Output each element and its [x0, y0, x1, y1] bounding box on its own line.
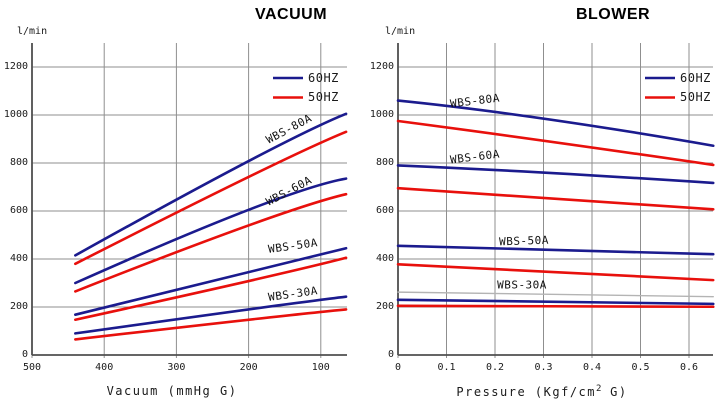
vacuum-curve-wbs-30a-50hz: [74, 308, 348, 341]
vacuum-curve-wbs-50a-50hz: [74, 256, 348, 322]
blower-curve-unlabeled-faint-line: [397, 291, 714, 298]
vacuum-x-tick-label: 200: [239, 362, 258, 373]
vacuum-curve-wbs-30a-60hz: [74, 295, 348, 335]
vacuum-chart-title: VACUUM: [254, 6, 328, 23]
blower-curve-wbs-60a-50hz: [396, 186, 715, 211]
blower-chart-title: BLOWER: [575, 6, 651, 23]
blower-y-tick-label: 200: [375, 301, 394, 312]
blower-y-tick-label: 1200: [369, 61, 394, 72]
vacuum-curve-wbs-80a-60hz: [74, 112, 348, 257]
vacuum-x-tick-label: 300: [167, 362, 186, 373]
vacuum-y-tick-label: 400: [9, 253, 28, 264]
blower-curve-wbs-30a-50hz: [396, 304, 715, 309]
vacuum-x-axis-caption: Vacuum (mmHg G): [106, 384, 238, 398]
blower-y-tick-label: 400: [375, 253, 394, 264]
vacuum-legend-label-60hz: 60HZ: [308, 71, 339, 85]
blower-curve-wbs-80a-50hz: [396, 119, 715, 167]
blower-curve-label-wbs-50a: WBS-50A: [498, 233, 550, 249]
vacuum-curve-wbs-60a-60hz: [74, 177, 348, 285]
blower-x-axis-caption: Pressure (Kgf/cm2 G): [456, 384, 628, 399]
blower-legend-label-60hz: 60HZ: [680, 71, 711, 85]
vacuum-legend-label-50hz: 50HZ: [308, 90, 339, 104]
vacuum-y-tick-label: 600: [9, 205, 28, 216]
vacuum-y-tick-label: 800: [9, 157, 28, 168]
vacuum-y-tick-label: 0: [21, 349, 28, 360]
vacuum-x-tick-label: 100: [311, 362, 330, 373]
blower-curve-wbs-80a-60hz: [396, 99, 715, 148]
vacuum-curve-wbs-60a-50hz: [74, 192, 348, 293]
blower-curve-wbs-60a-60hz: [396, 164, 715, 185]
blower-x-tick-label: 0.1: [437, 362, 456, 373]
vacuum-x-tick-label: 500: [22, 362, 42, 373]
vacuum-x-tick-label: 400: [95, 362, 114, 373]
blower-curve-wbs-50a-50hz: [396, 262, 715, 282]
blower-x-tick-label: 0.4: [582, 362, 602, 373]
blower-x-tick-label: 0.3: [534, 362, 553, 373]
blower-x-tick-label: 0.6: [679, 362, 699, 373]
blower-y-tick-label: 1000: [369, 109, 394, 120]
blower-y-tick-label: 0: [387, 349, 394, 360]
vacuum-curve-wbs-50a-60hz: [74, 246, 348, 316]
blower-legend-label-50hz: 50HZ: [680, 90, 711, 104]
vacuum-curve-wbs-80a-50hz: [74, 130, 348, 266]
vacuum-y-tick-label: 200: [9, 301, 28, 312]
blower-x-tick-label: 0: [394, 362, 402, 373]
blower-curve-wbs-50a-60hz: [396, 244, 715, 256]
vacuum-y-tick-label: 1200: [3, 61, 28, 72]
blower-y-unit-label: l/min: [385, 26, 416, 37]
blower-y-tick-label: 800: [375, 157, 394, 168]
vacuum-y-unit-label: l/min: [17, 26, 48, 37]
blower-y-tick-label: 600: [375, 205, 394, 216]
vacuum-y-tick-label: 1000: [3, 109, 28, 120]
blower-x-tick-label: 0.2: [485, 362, 505, 373]
blower-curve-label-wbs-30a: WBS-30A: [497, 278, 547, 292]
blower-curve-wbs-30a-60hz: [396, 298, 715, 306]
blower-x-tick-label: 0.5: [631, 362, 650, 373]
